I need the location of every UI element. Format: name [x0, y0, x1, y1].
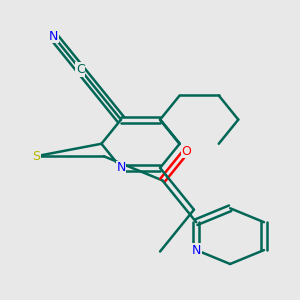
Text: N: N	[49, 29, 58, 43]
Text: C: C	[76, 63, 85, 76]
Text: S: S	[32, 150, 40, 163]
Text: O: O	[181, 145, 191, 158]
Text: N: N	[116, 161, 126, 174]
Text: N: N	[49, 29, 58, 43]
Text: N: N	[192, 244, 201, 256]
